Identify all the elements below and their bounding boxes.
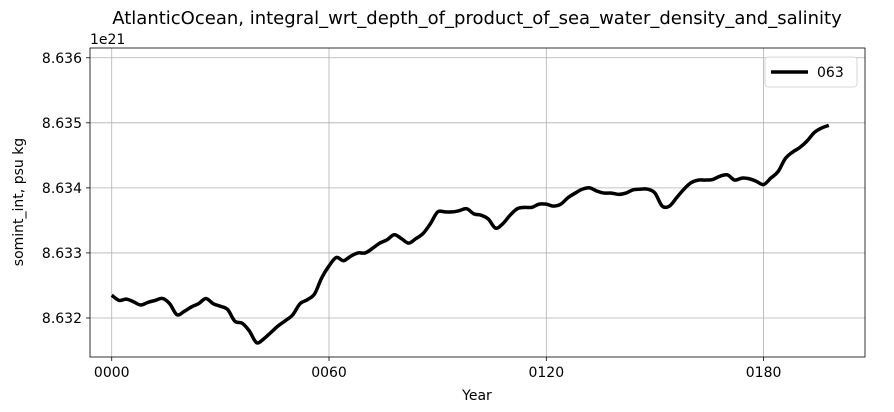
- y-tick-label: 8.635: [42, 116, 82, 132]
- x-tick-label: 0120: [528, 365, 564, 381]
- y-tick-label: 8.634: [42, 181, 82, 197]
- legend: 063: [764, 56, 858, 88]
- y-tick-label: 8.636: [42, 51, 82, 67]
- y-tick-label: 8.632: [42, 311, 82, 327]
- series-line-063: [110, 123, 830, 345]
- x-tick-label: 0180: [746, 365, 782, 381]
- legend-box: [764, 56, 858, 88]
- plot-frame: [89, 47, 866, 358]
- x-axis-label: Year: [461, 388, 492, 404]
- y-offset-label: 1e21: [90, 32, 125, 48]
- y-tick-label: 8.633: [42, 246, 82, 262]
- legend-label: 063: [817, 65, 844, 81]
- y-axis-label: somint_int, psu kg: [11, 138, 27, 266]
- tick-layer: 0000 0060 0120 0180 8.632 8.633 8.634 8.635 8.63…: [42, 51, 782, 381]
- chart-title: AtlanticOcean, integral_wrt_depth_of_pro…: [112, 8, 842, 29]
- series-layer: [110, 123, 830, 345]
- x-tick-label: 0000: [94, 365, 130, 381]
- grid-lines: [90, 48, 865, 357]
- x-tick-label: 0060: [311, 365, 347, 381]
